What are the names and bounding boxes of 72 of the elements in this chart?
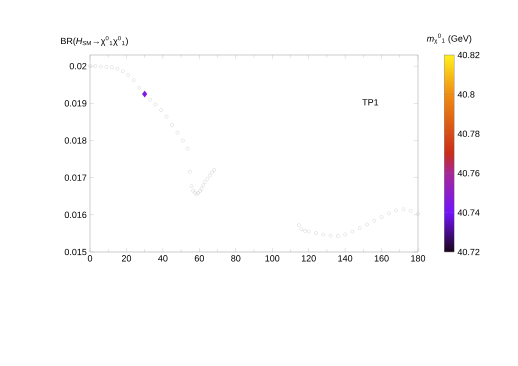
point [300, 228, 304, 232]
x-tick-label: 0 [88, 255, 92, 262]
x-tick-label: 120 [302, 255, 316, 262]
y-tick-label: 0.015 [64, 248, 86, 256]
point [394, 208, 398, 212]
point [191, 188, 195, 192]
color-bar-label: 40.74 [458, 209, 480, 216]
point [314, 231, 318, 235]
point [210, 170, 214, 174]
y-tick-label: 0.016 [64, 212, 86, 218]
point [142, 90, 148, 98]
point [154, 102, 158, 106]
point [336, 234, 340, 238]
x-tick-label: 180 [411, 255, 426, 262]
x-tick-label: 100 [265, 255, 280, 262]
point [99, 64, 103, 68]
point [206, 177, 210, 181]
y-tick-label: 0.018 [64, 137, 86, 144]
x-tick-label: 140 [338, 255, 352, 262]
x-tick-label: 80 [231, 255, 240, 262]
point [212, 168, 216, 172]
point [328, 234, 332, 238]
point [116, 67, 120, 70]
color-bar-label: 40.82 [458, 52, 480, 58]
text: BR(H$_{SM}$→χ$^{0}$$_{1}$χ$^{0}$$_{1}$) [61, 36, 128, 46]
point [137, 86, 141, 90]
point [126, 73, 130, 77]
point [196, 191, 200, 195]
point [416, 212, 420, 216]
point [208, 174, 212, 178]
point [358, 226, 362, 230]
color-bar-label: 40.78 [458, 130, 480, 137]
point [148, 98, 152, 102]
point [188, 170, 192, 174]
point [306, 230, 310, 234]
point [203, 180, 207, 184]
point [176, 130, 180, 134]
point [164, 114, 168, 118]
point [110, 66, 114, 70]
y-tick-label: 0.02 [70, 62, 86, 70]
point [408, 209, 412, 212]
x-tick-label: 60 [194, 255, 204, 262]
point [198, 189, 202, 193]
point [194, 192, 198, 196]
point [104, 65, 108, 69]
point [297, 223, 301, 227]
y-tick-label: 0.017 [64, 174, 86, 181]
color-bar-label: 40.72 [458, 248, 480, 256]
point [402, 208, 406, 211]
y-tick-label: 0.019 [64, 100, 86, 107]
annotation: TP1 [362, 99, 378, 106]
point [380, 215, 384, 219]
point [387, 212, 391, 216]
point [190, 184, 194, 188]
point [201, 184, 205, 188]
point [193, 190, 197, 194]
point [88, 64, 92, 68]
point [132, 78, 136, 82]
point [186, 146, 190, 150]
x-tick-label: 20 [122, 255, 132, 262]
point [94, 64, 98, 68]
point [170, 123, 174, 127]
color-bar-label: 40.76 [458, 170, 480, 176]
point [121, 70, 125, 74]
point [303, 229, 307, 233]
point [200, 187, 204, 191]
point [350, 230, 354, 234]
color-bar-label: 40.8 [458, 91, 474, 98]
point [322, 232, 325, 236]
point [372, 219, 376, 223]
x-tick-label: 160 [374, 255, 389, 262]
x-tick-label: 40 [158, 255, 168, 262]
